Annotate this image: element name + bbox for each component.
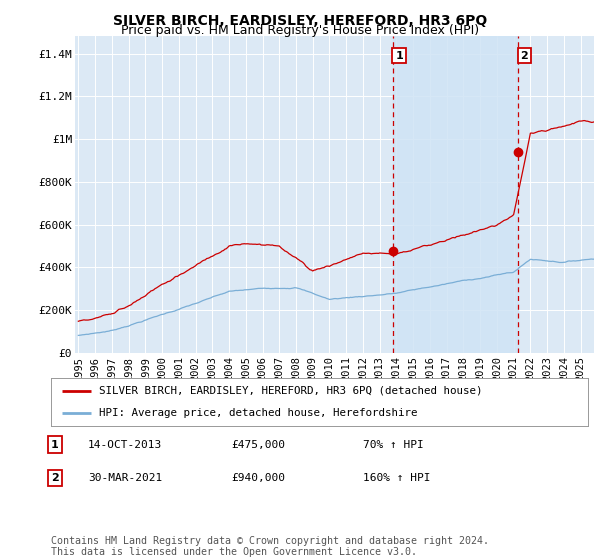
Text: 30-MAR-2021: 30-MAR-2021 — [88, 473, 163, 483]
Text: SILVER BIRCH, EARDISLEY, HEREFORD, HR3 6PQ (detached house): SILVER BIRCH, EARDISLEY, HEREFORD, HR3 6… — [100, 386, 483, 396]
Text: 160% ↑ HPI: 160% ↑ HPI — [363, 473, 431, 483]
Text: 1: 1 — [51, 440, 59, 450]
Bar — [393, 36, 518, 353]
Text: 2: 2 — [51, 473, 59, 483]
Text: £940,000: £940,000 — [231, 473, 285, 483]
Text: HPI: Average price, detached house, Herefordshire: HPI: Average price, detached house, Here… — [100, 408, 418, 418]
Text: 2: 2 — [520, 50, 528, 60]
Text: 70% ↑ HPI: 70% ↑ HPI — [363, 440, 424, 450]
Text: Contains HM Land Registry data © Crown copyright and database right 2024.
This d: Contains HM Land Registry data © Crown c… — [51, 535, 489, 557]
Text: Price paid vs. HM Land Registry's House Price Index (HPI): Price paid vs. HM Land Registry's House … — [121, 24, 479, 37]
Text: 1: 1 — [395, 50, 403, 60]
Text: £475,000: £475,000 — [231, 440, 285, 450]
Text: SILVER BIRCH, EARDISLEY, HEREFORD, HR3 6PQ: SILVER BIRCH, EARDISLEY, HEREFORD, HR3 6… — [113, 14, 487, 28]
Text: 14-OCT-2013: 14-OCT-2013 — [88, 440, 163, 450]
